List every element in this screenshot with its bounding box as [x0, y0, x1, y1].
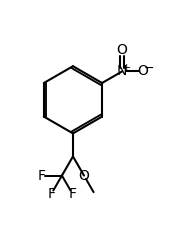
- Text: +: +: [121, 63, 131, 73]
- Text: N: N: [117, 64, 127, 79]
- Text: O: O: [117, 43, 127, 57]
- Text: −: −: [143, 62, 154, 74]
- Text: F: F: [48, 187, 55, 201]
- Text: F: F: [37, 169, 45, 183]
- Text: O: O: [138, 64, 149, 79]
- Text: O: O: [79, 169, 89, 183]
- Text: F: F: [68, 187, 76, 201]
